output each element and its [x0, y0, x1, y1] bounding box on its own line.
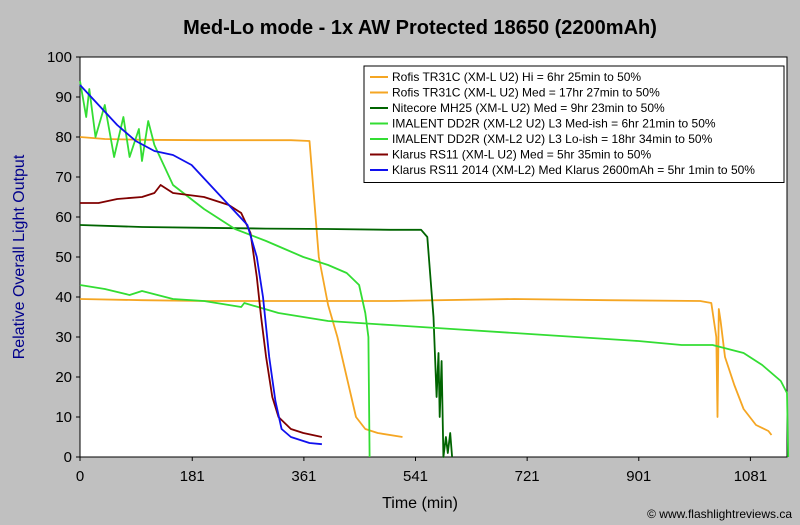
axis-ticks: 0 10 20 30 40 50 60 70 80 90 100 0 181 361 541 721 901 10… [47, 49, 767, 485]
legend-entry: Nitecore MH25 (XM-L U2) Med = 9hr 23min … [392, 101, 665, 115]
series-line [79, 136, 403, 438]
y-tick-label: 100 [47, 49, 72, 66]
series-line [79, 224, 453, 458]
x-tick-label: 361 [291, 468, 316, 485]
x-axis-label: Time (min) [382, 495, 458, 512]
y-tick-label: 40 [55, 289, 72, 306]
y-tick-label: 20 [55, 369, 72, 386]
x-tick-label: 901 [626, 468, 651, 485]
legend-entry: IMALENT DD2R (XM-L2 U2) L3 Lo-ish = 18hr… [392, 132, 713, 146]
x-tick-label: 181 [180, 468, 205, 485]
x-tick-label: 0 [76, 468, 84, 485]
y-tick-label: 60 [55, 209, 72, 226]
y-tick-label: 10 [55, 409, 72, 426]
series-layer [79, 80, 790, 458]
series-line [79, 84, 322, 446]
legend-box [363, 65, 785, 183]
y-tick-label: 30 [55, 329, 72, 346]
legend: Rofis TR31C (XM-L U2) Hi = 6hr 25min to … [363, 65, 785, 183]
y-tick-label: 0 [64, 449, 72, 466]
series-line [79, 298, 773, 436]
legend-entry: Klarus RS11 (XM-L U2) Med = 5hr 35min to… [392, 148, 651, 162]
chart-title: Med-Lo mode - 1x AW Protected 18650 (220… [183, 17, 657, 39]
legend-entry: IMALENT DD2R (XM-L2 U2) L3 Med-ish = 6hr… [392, 117, 716, 131]
series-line [79, 284, 790, 458]
legend-entry: Rofis TR31C (XM-L U2) Hi = 6hr 25min to … [392, 70, 641, 84]
y-axis-label: Relative Overall Light Output [11, 154, 28, 359]
legend-entry: Klarus RS11 2014 (XM-L2) Med Klarus 2600… [392, 163, 755, 177]
y-tick-label: 50 [55, 249, 72, 266]
legend-entry: Rofis TR31C (XM-L U2) Med = 17hr 27min t… [392, 86, 660, 100]
y-tick-label: 80 [55, 129, 72, 146]
y-tick-label: 90 [55, 89, 72, 106]
x-tick-label: 721 [515, 468, 540, 485]
y-tick-label: 70 [55, 169, 72, 186]
x-tick-label: 541 [403, 468, 428, 485]
x-tick-label: 1081 [734, 468, 767, 485]
copyright-text: © www.flashlightreviews.ca [647, 507, 792, 521]
